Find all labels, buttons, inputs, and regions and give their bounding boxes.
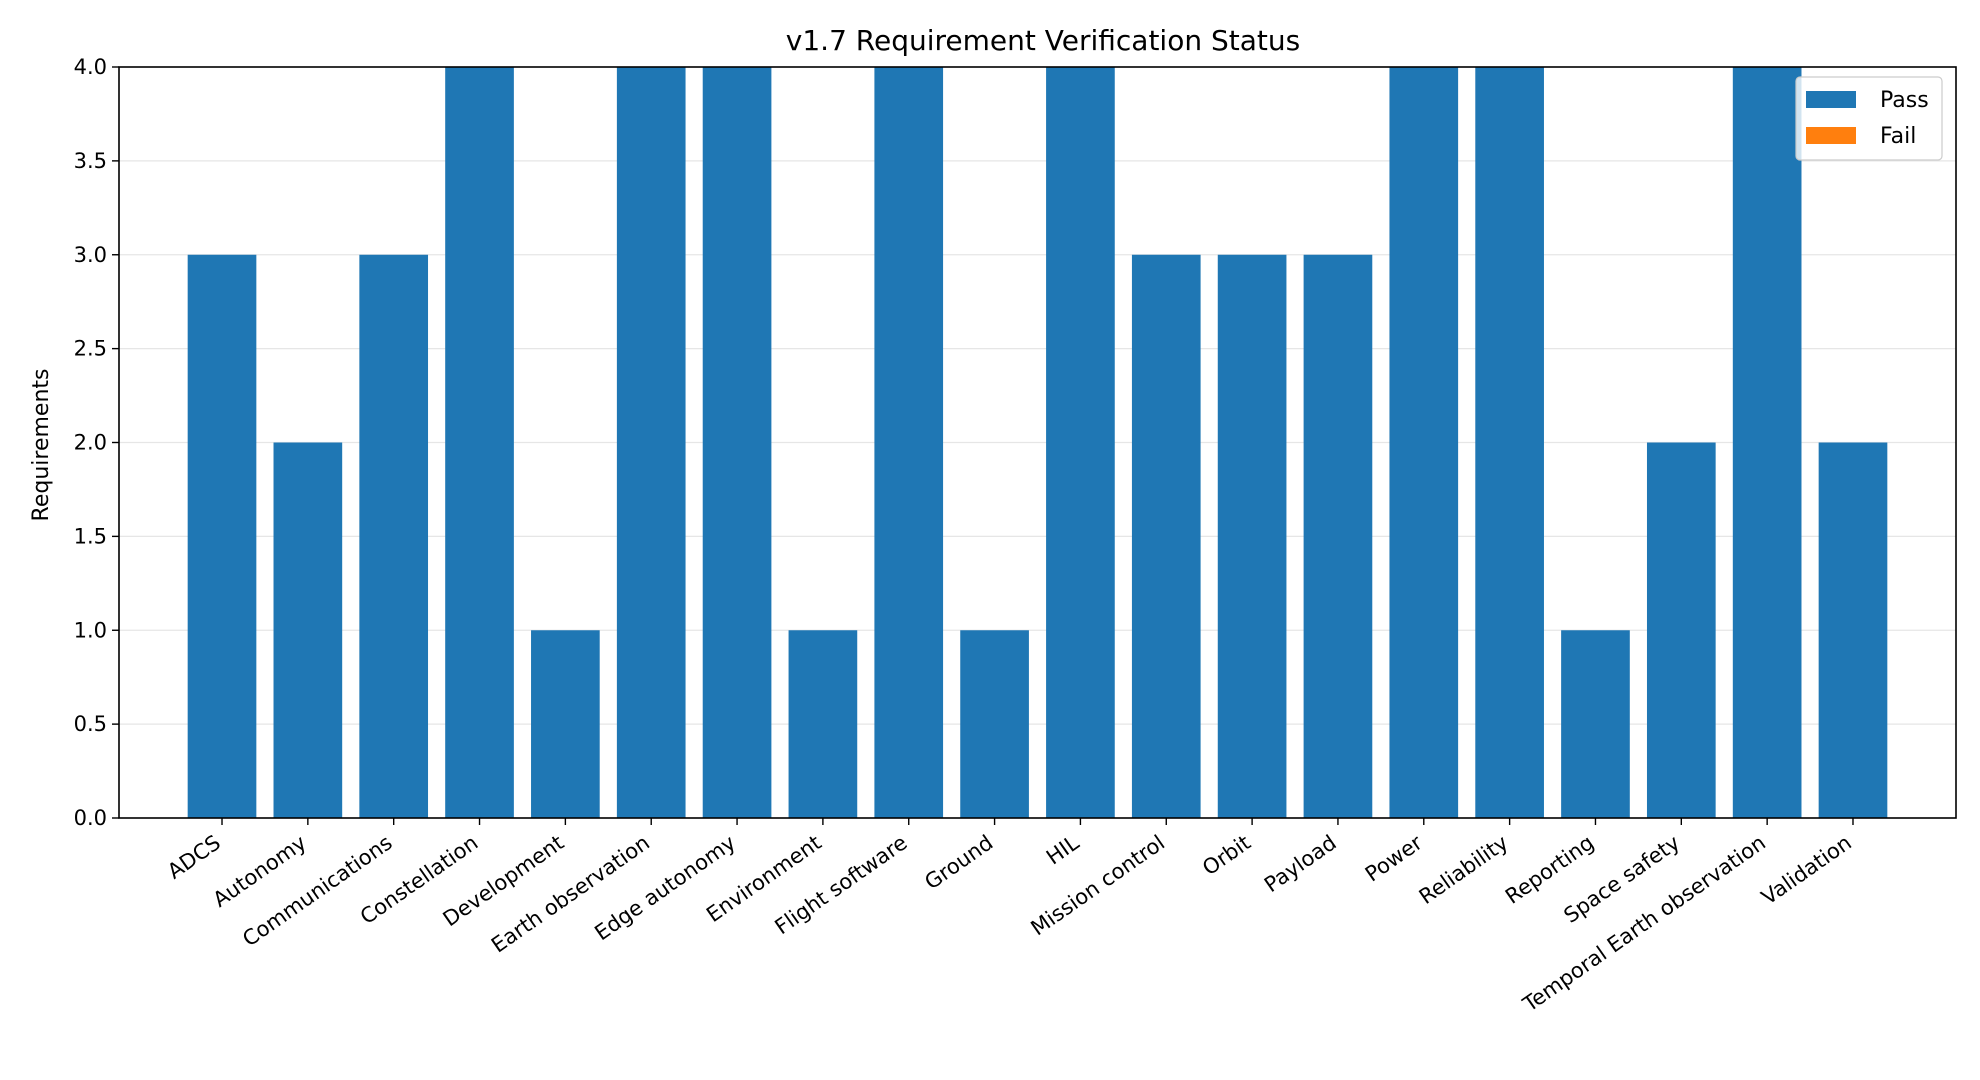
bar-pass — [874, 67, 944, 818]
legend: Pass Fail — [1795, 76, 1943, 161]
y-tick-label: 4.0 — [74, 55, 107, 79]
legend-label-fail: Fail — [1880, 124, 1916, 149]
bar-pass — [359, 254, 429, 818]
bar-pass — [788, 630, 858, 818]
bar-pass — [187, 254, 257, 818]
bar-pass — [1217, 254, 1287, 818]
bar-pass — [1475, 67, 1544, 818]
bar-pass — [1561, 630, 1630, 818]
bars — [187, 67, 1888, 818]
bar-pass — [1389, 67, 1459, 818]
legend-swatch-pass — [1806, 91, 1856, 108]
legend-swatch-fail — [1806, 127, 1856, 144]
y-tick-label: 3.0 — [74, 243, 107, 267]
bar-pass — [273, 442, 343, 818]
y-tick-label: 2.5 — [74, 337, 107, 361]
bar-pass — [960, 630, 1029, 818]
bar-pass — [531, 630, 600, 818]
y-tick-label: 0.0 — [74, 806, 107, 830]
chart-title: v1.7 Requirement Verification Status — [786, 24, 1300, 57]
bar-pass — [1046, 67, 1115, 818]
y-tick-label: 0.5 — [74, 712, 107, 736]
bar-pass — [702, 67, 772, 818]
y-tick-label: 1.0 — [74, 618, 107, 642]
bar-pass — [445, 67, 514, 818]
bar-pass — [1646, 442, 1716, 818]
bar-pass — [1732, 67, 1802, 818]
y-axis-label: Requirements — [29, 369, 54, 522]
bar-pass — [1131, 254, 1201, 818]
y-axis-ticks: 0.0 0.5 1.0 1.5 2.0 2.5 3.0 3.5 4.0 — [74, 55, 119, 830]
bar-pass — [616, 67, 686, 818]
legend-label-pass: Pass — [1880, 88, 1929, 113]
bar-pass — [1303, 254, 1373, 818]
y-tick-label: 1.5 — [74, 524, 107, 548]
y-tick-label: 3.5 — [74, 149, 107, 173]
bar-pass — [1818, 442, 1888, 818]
y-tick-label: 2.0 — [74, 431, 107, 455]
